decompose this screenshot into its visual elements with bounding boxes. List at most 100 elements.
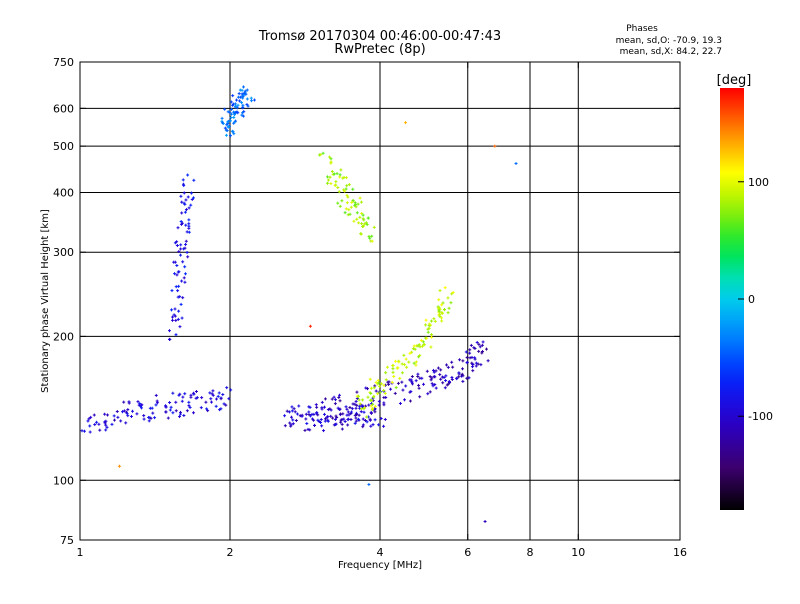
scatter-point — [473, 356, 477, 360]
scatter-point — [320, 424, 324, 428]
scatter-point — [356, 202, 360, 206]
scatter-point — [186, 173, 190, 177]
scatter-point — [228, 134, 232, 138]
ticks-layer: 1 2 4 6 8 10 16 75 100 200 300 400 500 600 750 — [53, 56, 687, 559]
scatter-point — [225, 386, 229, 390]
scatter-point — [368, 377, 372, 381]
scatter-point — [319, 418, 323, 422]
scatter-point — [300, 414, 304, 418]
scatter-point — [377, 399, 381, 403]
scatter-point — [373, 384, 377, 388]
scatter-point — [219, 407, 223, 411]
scatter-point — [237, 92, 241, 96]
scatter-point — [430, 376, 434, 380]
scatter-point — [417, 355, 421, 359]
scatter-point — [360, 222, 364, 226]
scatter-point — [224, 403, 228, 407]
scatter-point — [330, 397, 334, 401]
scatter-point — [431, 384, 435, 388]
scatter-point — [208, 391, 212, 395]
scatter-point — [357, 413, 361, 417]
scatter-point — [336, 186, 340, 190]
scatter-point — [344, 176, 348, 180]
isolated-point — [117, 464, 121, 468]
scatter-point — [328, 407, 332, 411]
scatter-point — [410, 380, 414, 384]
scatter-point — [142, 414, 146, 418]
scatter-point — [328, 175, 332, 179]
scatter-point — [339, 412, 343, 416]
scatter-point — [147, 419, 151, 423]
scatter-point — [353, 203, 357, 207]
scatter-point — [232, 115, 236, 119]
scatter-point — [169, 405, 173, 409]
scatter-point — [235, 110, 239, 114]
scatter-point — [112, 414, 116, 418]
scatter-point — [189, 191, 193, 195]
scatter-point — [178, 325, 182, 329]
scatter-point — [330, 169, 334, 173]
scatter-point — [194, 389, 198, 393]
scatter-point — [404, 384, 408, 388]
scatter-point — [434, 386, 438, 390]
scatter-point — [436, 366, 440, 370]
scatter-point — [441, 301, 445, 305]
scatter-point — [407, 360, 411, 364]
scatter-point — [348, 406, 352, 410]
scatter-point — [95, 420, 99, 424]
scatter-point — [200, 396, 204, 400]
scatter-point — [370, 234, 374, 238]
scatter-point — [358, 215, 362, 219]
scatter-point — [241, 111, 245, 115]
scatter-point — [461, 359, 465, 363]
scatter-point — [214, 397, 218, 401]
scatter-point — [321, 151, 325, 155]
scatter-point — [350, 407, 354, 411]
scatter-point — [104, 419, 108, 423]
scatter-point — [337, 407, 341, 411]
scatter-point — [329, 157, 333, 161]
scatter-point — [384, 378, 388, 382]
x-tick-label: 2 — [227, 546, 234, 559]
scatter-point — [233, 102, 237, 106]
isolated-point — [483, 519, 487, 523]
scatter-point — [87, 417, 91, 421]
scatter-point — [340, 427, 344, 431]
y-tick-label: 600 — [53, 102, 74, 115]
scatter-point — [135, 412, 139, 416]
scatter-point — [432, 370, 436, 374]
colorbar-tick-label: 0 — [748, 293, 755, 306]
scatter-point — [417, 383, 421, 387]
scatter-point — [361, 404, 365, 408]
scatter-point — [176, 289, 180, 293]
scatter-point — [391, 370, 395, 374]
scatter-point — [347, 208, 351, 212]
scatter-point — [164, 405, 168, 409]
scatter-point — [447, 306, 451, 310]
scatter-point — [104, 423, 108, 427]
scatter-point — [450, 360, 454, 364]
scatter-point — [88, 424, 92, 428]
scatter-point — [344, 405, 348, 409]
scatter-point — [477, 349, 481, 353]
scatter-point — [414, 363, 418, 367]
scatter-point — [319, 153, 323, 157]
scatter-point — [361, 425, 365, 429]
scatter-point — [151, 411, 155, 415]
scatter-point — [397, 360, 401, 364]
scatter-point — [458, 358, 462, 362]
scatter-point — [178, 410, 182, 414]
scatter-point — [191, 411, 195, 415]
scatter-point — [346, 213, 350, 217]
isolated-point — [367, 482, 371, 486]
y-tick-label: 500 — [53, 140, 74, 153]
scatter-point — [89, 415, 93, 419]
scatter-point — [126, 414, 130, 418]
scatter-point — [382, 424, 386, 428]
scatter-point — [440, 303, 444, 307]
scatter-point — [137, 403, 141, 407]
scatter-point — [339, 418, 343, 422]
scatter-point — [183, 202, 187, 206]
scatter-point — [338, 175, 342, 179]
